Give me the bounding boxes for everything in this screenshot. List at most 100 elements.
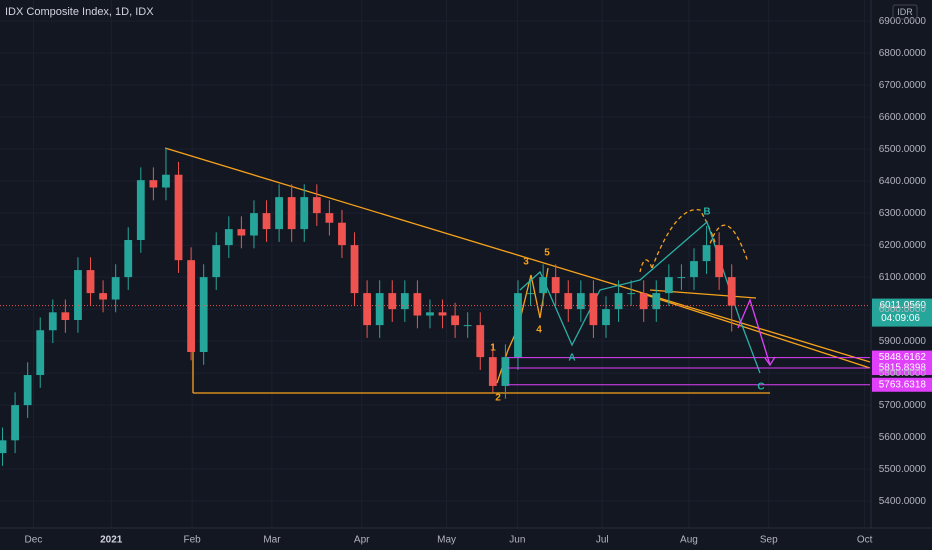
candle-body — [325, 213, 334, 223]
wave-label: A — [568, 353, 575, 364]
candle-body — [174, 174, 183, 261]
price-level-tag — [872, 377, 932, 392]
candle-body — [275, 197, 284, 230]
candle-body — [639, 293, 648, 310]
candle-body — [715, 245, 724, 278]
candle-body — [149, 180, 158, 188]
candle-body — [564, 293, 573, 310]
candle-body — [212, 245, 221, 278]
candle-body — [727, 277, 736, 306]
candle-body — [74, 270, 82, 320]
grid — [0, 0, 870, 528]
pattern-arc — [707, 224, 749, 263]
projection-arrow — [764, 356, 776, 367]
candle-body — [11, 405, 19, 441]
y-tick-label: 6000.0000 — [879, 304, 927, 315]
candle-body — [702, 245, 711, 262]
wave-label: C — [757, 382, 764, 393]
y-tick-label: 5600.0000 — [879, 432, 927, 443]
x-tick-label: Feb — [183, 535, 201, 546]
y-tick-label: 6500.0000 — [879, 144, 927, 155]
x-tick-label: Aug — [680, 535, 698, 546]
candle-body — [514, 293, 522, 358]
candle-body — [614, 293, 623, 310]
candle-body — [99, 293, 107, 300]
y-tick-label: 5700.0000 — [879, 400, 927, 411]
candle-body — [400, 293, 409, 310]
wave-label: 4 — [536, 325, 542, 336]
wave-label: 3 — [523, 257, 529, 268]
price-level-label: 5763.6318 — [879, 379, 927, 390]
candle-body — [199, 277, 208, 352]
candle-body — [576, 293, 585, 310]
pattern-arc — [651, 209, 719, 269]
x-tick-label: 2021 — [100, 535, 123, 546]
candle-body — [388, 293, 397, 310]
price-level-label: 5848.6162 — [879, 352, 927, 363]
y-tick-label: 6400.0000 — [879, 176, 927, 187]
x-tick-label: Apr — [354, 535, 370, 546]
candle-body — [551, 277, 560, 294]
candle-body — [589, 293, 598, 326]
candle-body — [526, 293, 535, 295]
wave-line — [496, 267, 549, 384]
candle-body — [61, 312, 70, 320]
y-tick-label: 6100.0000 — [879, 272, 927, 283]
candle-body — [300, 197, 309, 230]
candle-body — [375, 293, 384, 326]
currency: IDR — [897, 7, 913, 17]
candle-body — [224, 229, 233, 246]
pattern-arc — [639, 259, 653, 273]
x-tick-label: Dec — [25, 535, 43, 546]
y-tick-label: 6700.0000 — [879, 80, 927, 91]
y-tick-label: 6200.0000 — [879, 240, 927, 251]
wave-label: 2 — [495, 393, 501, 404]
candle-body — [426, 312, 434, 316]
candle-body — [111, 277, 120, 300]
candle-body — [36, 330, 45, 376]
candle-body — [501, 357, 510, 386]
candle-body — [602, 309, 610, 326]
candle-body — [539, 277, 548, 294]
wave-label: 5 — [544, 248, 550, 259]
candle-body — [187, 260, 195, 352]
candle-body — [0, 440, 7, 454]
wave-label: B — [703, 207, 710, 218]
candle-body — [413, 293, 422, 316]
y-tick-label: 6600.0000 — [879, 112, 927, 123]
candle-body — [312, 197, 321, 214]
x-tick-label: Oct — [857, 535, 873, 546]
candle-body — [287, 197, 296, 230]
candle-body — [690, 261, 698, 278]
y-tick-label: 6900.0000 — [879, 16, 927, 27]
price-level-label: 5815.8398 — [879, 363, 927, 374]
candle-body — [250, 213, 258, 236]
candle-body — [350, 245, 359, 294]
price-level-tag — [872, 361, 932, 376]
candle-body — [338, 222, 346, 246]
wave-label: 1 — [490, 343, 496, 354]
candle-body — [237, 229, 246, 236]
candle-body — [48, 312, 57, 331]
x-tick-label: May — [437, 535, 456, 546]
x-tick-label: Mar — [263, 535, 281, 546]
candles — [0, 147, 736, 466]
candle-body — [23, 375, 32, 406]
currency-box — [892, 4, 918, 20]
y-tick-label: 5400.0000 — [879, 496, 927, 507]
trend-line — [164, 147, 871, 363]
last-price-label: 6011.0560 — [879, 300, 926, 311]
y-tick-label: 6800.0000 — [879, 48, 927, 59]
candle-body — [438, 312, 447, 316]
candle-body — [262, 213, 271, 230]
candle-body — [363, 293, 372, 326]
countdown: 04:09:06 — [881, 313, 920, 324]
y-tick-label: 5900.0000 — [879, 336, 927, 347]
candle-body — [627, 293, 636, 295]
projection-line — [737, 298, 771, 366]
drawings — [164, 147, 871, 394]
y-tick-label: 6300.0000 — [879, 208, 927, 219]
candle-body — [162, 174, 170, 188]
